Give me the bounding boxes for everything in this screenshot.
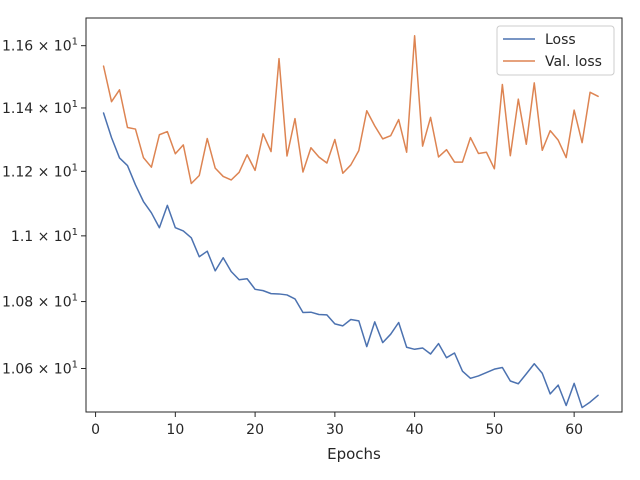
- x-tick-label: 0: [91, 422, 100, 438]
- y-tick-label: 1.08 × 101: [2, 293, 78, 311]
- y-tick-label: 1.12 × 101: [2, 162, 78, 180]
- y-tick-label: 1.14 × 101: [2, 99, 78, 117]
- legend-label-val-loss: Val. loss: [545, 54, 602, 70]
- series-line-loss: [102, 112, 599, 409]
- x-tick-label: 10: [166, 422, 184, 438]
- x-tick-label: 30: [326, 422, 344, 438]
- x-tick-label: 50: [485, 422, 503, 438]
- series-line-val-loss: [102, 35, 599, 185]
- x-tick-label: 20: [246, 422, 264, 438]
- plot-frame: [85, 17, 623, 413]
- x-axis: 0 10 20 30 40 50 60: [91, 412, 583, 438]
- x-tick-label: 40: [406, 422, 424, 438]
- y-axis: 1.06 × 101 1.08 × 101 1.1 × 101 1.12 × 101 1…: [2, 37, 86, 377]
- legend-label-loss: Loss: [545, 32, 576, 48]
- y-tick-label: 1.1 × 101: [11, 227, 78, 245]
- x-axis-label: Epochs: [327, 445, 381, 463]
- series-layer: [102, 35, 599, 409]
- legend: Loss Val. loss: [496, 25, 615, 76]
- y-tick-label: 1.16 × 101: [2, 37, 78, 55]
- x-tick-label: 60: [565, 422, 583, 438]
- y-tick-label: 1.06 × 101: [2, 359, 78, 377]
